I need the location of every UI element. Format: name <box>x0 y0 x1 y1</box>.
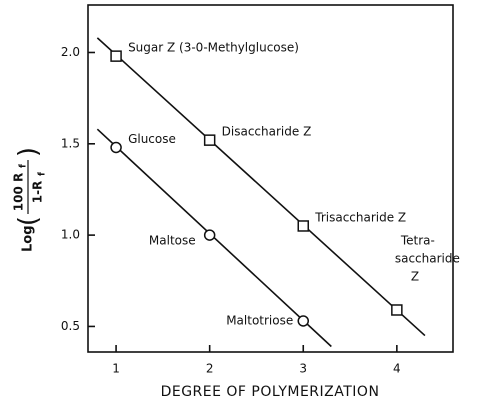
x-axis-label: DEGREE OF POLYMERIZATION <box>161 384 380 400</box>
y-axis-label: Log ( 100 R f 1-R f ) <box>12 147 48 252</box>
y-label-subscript: f <box>38 172 48 176</box>
point-label: Disaccharide Z <box>222 125 312 139</box>
point-label: Sugar Z (3-0-Methylglucose) <box>128 41 299 55</box>
y-tick-label: 1.5 <box>61 136 80 150</box>
y-label-prefix: Log <box>21 225 36 252</box>
x-tick-label: 4 <box>393 362 401 376</box>
point <box>110 50 122 62</box>
paren: ( <box>14 216 44 226</box>
point-label: Tetra- <box>400 233 435 247</box>
point-label: Maltotriose <box>226 313 293 327</box>
point <box>110 141 122 154</box>
y-label-numerator: 100 R <box>12 173 26 211</box>
point <box>203 229 216 241</box>
paren: ) <box>14 147 44 157</box>
fit-line <box>96 37 426 337</box>
y-tick-label: 1.0 <box>61 228 80 242</box>
y-tick-label: 0.5 <box>61 319 80 333</box>
x-tick-label: 3 <box>299 362 307 376</box>
x-tick-label: 1 <box>112 362 120 376</box>
y-label-denominator: 1-R <box>31 181 45 204</box>
point-label: Z <box>411 269 419 283</box>
plot-frame <box>87 4 454 353</box>
point-label: Maltose <box>149 234 196 248</box>
point <box>391 304 403 316</box>
point-label: Glucose <box>128 132 176 146</box>
point <box>297 220 310 232</box>
point <box>297 315 310 327</box>
point-label: Trisaccharide Z <box>314 210 406 224</box>
y-tick-label: 2.0 <box>61 45 80 59</box>
point-label: saccharide <box>395 251 460 265</box>
x-tick-label: 2 <box>206 362 214 376</box>
y-label-subscript: f <box>19 164 29 168</box>
point <box>203 134 216 146</box>
